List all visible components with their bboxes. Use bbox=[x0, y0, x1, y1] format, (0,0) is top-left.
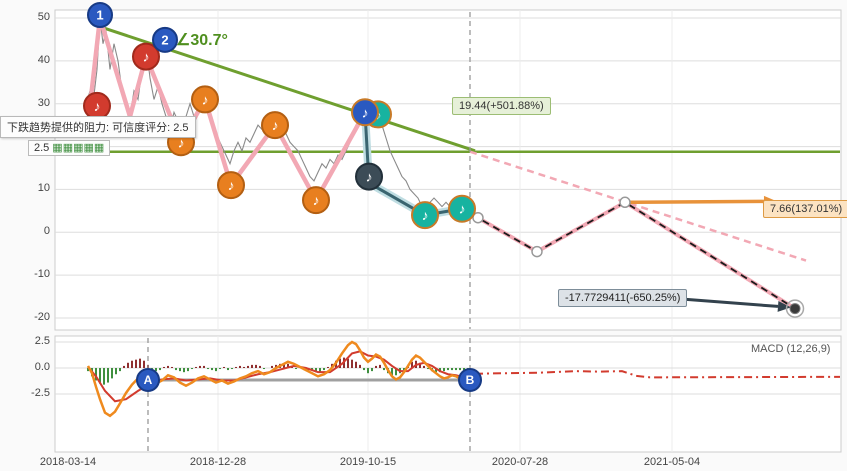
junction-dot bbox=[531, 245, 543, 258]
note-icon: ♪ bbox=[362, 104, 369, 120]
resistance-tooltip: 下跌趋势提供的阻力: 可信度评分: 2.5 bbox=[0, 116, 196, 138]
note-icon: ♪ bbox=[202, 91, 209, 107]
confidence-score-box: 2.5 ▦▦▦▦▦ bbox=[28, 140, 111, 156]
pivot-marker[interactable] bbox=[411, 201, 439, 230]
macd-marker[interactable] bbox=[458, 367, 482, 392]
x-tick-label: 2021-05-04 bbox=[643, 456, 701, 468]
trend-angle-label: ∠30.7° bbox=[176, 32, 228, 49]
forecast-main-line bbox=[461, 201, 796, 310]
macd-indicator-label: MACD (12,26,9) bbox=[751, 343, 831, 355]
price-panel bbox=[54, 9, 842, 331]
target-high-label: 19.44(+501.88%) bbox=[452, 97, 551, 115]
target-low-label: -17.7729411(-650.25%) bbox=[558, 289, 688, 307]
macd-marker-label: A bbox=[144, 373, 153, 387]
score-rating-icon: ▦ bbox=[62, 142, 74, 154]
macd-marker-label: B bbox=[466, 373, 475, 387]
pivot-marker[interactable] bbox=[351, 98, 379, 127]
note-icon: ♪ bbox=[366, 169, 373, 185]
note-icon: ♪ bbox=[143, 49, 150, 65]
pivot-marker[interactable] bbox=[132, 42, 160, 71]
macd-y-tick-label: 2.5 bbox=[34, 335, 50, 347]
dark-arrow-line bbox=[682, 297, 779, 308]
junction-dot bbox=[619, 196, 631, 209]
note-icon: ♪ bbox=[459, 201, 466, 217]
numbered-marker[interactable] bbox=[152, 26, 178, 53]
price-y-tick-label: 40 bbox=[37, 53, 50, 66]
pivot-marker[interactable] bbox=[355, 162, 383, 191]
slate-line bbox=[363, 112, 463, 217]
dark-arrowhead-icon bbox=[777, 300, 791, 312]
price-y-tick-label: 0 bbox=[43, 225, 50, 238]
price-y-tick-label: 50 bbox=[37, 11, 50, 23]
orange-target-line bbox=[624, 199, 765, 205]
numbered-marker[interactable] bbox=[87, 2, 113, 29]
junction-dot bbox=[472, 211, 484, 224]
macd-y-tick-label: -2.5 bbox=[31, 387, 50, 399]
pivot-marker[interactable] bbox=[217, 171, 245, 200]
price-y-tick-label: -10 bbox=[34, 268, 50, 281]
macd-y-tick-label: 0.0 bbox=[34, 361, 50, 373]
score-rating-icon: ▦ bbox=[52, 142, 63, 154]
price-y-tick-label: 10 bbox=[37, 182, 50, 195]
numbered-marker-label: 1 bbox=[96, 8, 103, 23]
confidence-score-icons: ▦▦▦▦▦ bbox=[52, 142, 104, 154]
note-icon: ♪ bbox=[272, 117, 279, 133]
forecast-pink-line bbox=[469, 150, 807, 262]
x-tick-label: 2018-12-28 bbox=[189, 456, 247, 468]
x-tick-label: 2018-03-14 bbox=[39, 456, 97, 468]
note-icon: ♪ bbox=[94, 98, 101, 114]
score-rating-icon: ▦ bbox=[73, 142, 84, 154]
price-y-tick-label: -20 bbox=[34, 310, 50, 323]
target-mid-label: 7.66(137.01%) bbox=[763, 200, 847, 218]
price-y-tick-label: 30 bbox=[37, 96, 50, 109]
note-icon: ♪ bbox=[422, 207, 429, 223]
confidence-score-value: 2.5 bbox=[34, 142, 50, 154]
pivot-marker[interactable] bbox=[302, 186, 330, 215]
macd-marker[interactable] bbox=[136, 367, 160, 392]
numbered-marker-label: 2 bbox=[161, 32, 168, 47]
end-dot-ring bbox=[785, 299, 805, 318]
pivot-marker[interactable] bbox=[448, 194, 476, 223]
note-icon: ♪ bbox=[178, 134, 185, 150]
end-dot bbox=[789, 303, 801, 315]
note-icon: ♪ bbox=[313, 192, 320, 208]
pivot-marker[interactable] bbox=[261, 111, 289, 140]
score-rating-icon: ▦ bbox=[83, 142, 94, 154]
x-tick-label: 2020-07-28 bbox=[491, 456, 549, 468]
pivot-marker[interactable] bbox=[191, 85, 219, 114]
note-icon: ♪ bbox=[228, 177, 235, 193]
score-rating-icon: ▦ bbox=[93, 142, 105, 154]
x-tick-label: 2019-10-15 bbox=[339, 456, 397, 468]
